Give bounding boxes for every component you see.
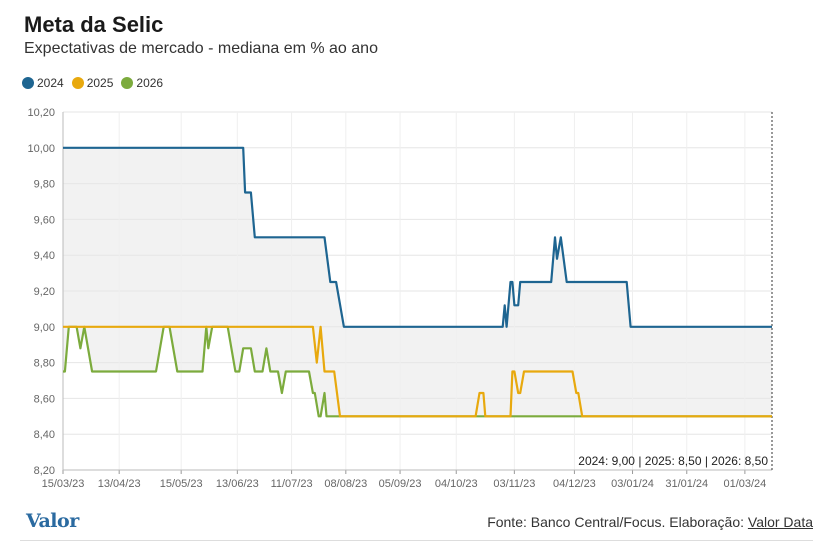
legend-dot-2025 xyxy=(71,77,84,89)
legend-label-2026: 2026 xyxy=(136,76,164,90)
legend-dot-2026 xyxy=(121,77,134,89)
latest-values-annotation: 2024: 9,00 | 2025: 8,50 | 2026: 8,50 xyxy=(578,454,768,468)
legend-label-2025: 2025 xyxy=(86,76,114,90)
y-tick-label: 8,80 xyxy=(34,358,55,370)
source-link[interactable]: Valor Data xyxy=(747,514,813,530)
legend-item-2025[interactable]: 2025 xyxy=(71,76,114,90)
source-text: Fonte: Banco Central/Focus. Elaboração: xyxy=(487,514,744,530)
x-tick-label: 31/01/24 xyxy=(665,478,708,490)
x-tick-label: 11/07/23 xyxy=(271,478,313,490)
line-chart: 8,20 8,40 8,60 8,80 9,00 9,20 9,40 9,60 9,80 10,0… xyxy=(27,107,773,490)
series-line-2026 xyxy=(63,325,772,418)
range-band xyxy=(63,147,772,417)
series-line-2024 xyxy=(63,146,772,328)
legend-label-2024: 2024 xyxy=(37,76,64,90)
x-tick-label: 03/11/23 xyxy=(493,478,535,490)
y-tick-label: 9,20 xyxy=(34,286,55,298)
x-tick-label: 03/01/24 xyxy=(611,478,654,490)
x-tick-label: 15/05/23 xyxy=(160,478,203,490)
x-tick-label: 13/06/23 xyxy=(216,478,259,490)
source-note: Fonte: Banco Central/Focus. Elaboração: … xyxy=(487,514,813,530)
y-tick-label: 10,20 xyxy=(27,107,55,119)
x-tick-label: 15/03/23 xyxy=(42,478,85,490)
y-tick-label: 8,60 xyxy=(34,393,55,405)
chart-subtitle: Expectativas de mercado - mediana em % a… xyxy=(24,40,378,57)
legend-dot-2024 xyxy=(22,77,34,89)
x-tick-label: 13/04/23 xyxy=(98,478,141,490)
y-tick-label: 8,20 xyxy=(34,465,55,477)
legend: 2024 2025 2026 xyxy=(22,76,163,90)
chart-title: Meta da Selic xyxy=(24,12,164,37)
y-tick-label: 10,00 xyxy=(27,143,55,155)
legend-item-2024[interactable]: 2024 xyxy=(22,76,64,90)
x-tick-label: 08/08/23 xyxy=(324,478,367,490)
y-tick-label: 9,60 xyxy=(34,214,55,226)
valor-logo: Valor xyxy=(26,510,79,532)
x-tick-label: 04/12/23 xyxy=(553,478,596,490)
x-tick-label: 05/09/23 xyxy=(379,478,422,490)
y-tick-label: 9,40 xyxy=(34,250,55,262)
legend-item-2026[interactable]: 2026 xyxy=(121,76,163,90)
y-tick-label: 9,00 xyxy=(34,322,55,334)
series-line-2025 xyxy=(63,325,772,418)
y-tick-label: 8,40 xyxy=(34,429,55,441)
y-tick-label: 9,80 xyxy=(34,179,55,191)
x-tick-label: 01/03/24 xyxy=(723,478,766,490)
x-tick-label: 04/10/23 xyxy=(435,478,478,490)
footer-divider xyxy=(20,540,813,541)
